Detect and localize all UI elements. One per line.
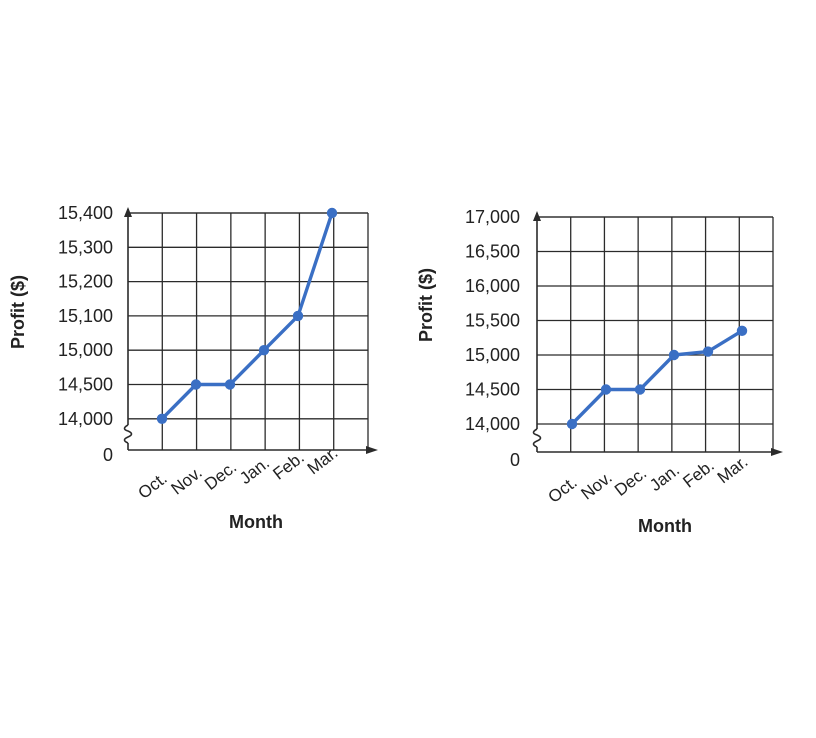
chart-left: 0 14,000 14,500 15,000 15,100 15,200 15,300 15,… bbox=[8, 203, 378, 532]
y-tick-label: 17,000 bbox=[465, 207, 520, 227]
y-tick-label: 0 bbox=[103, 445, 113, 465]
x-tick-label: Nov. bbox=[167, 463, 205, 499]
y-axis-title: Profit ($) bbox=[8, 275, 28, 349]
x-tick-label: Oct. bbox=[544, 473, 580, 507]
x-tick-label: Mar. bbox=[304, 443, 342, 478]
chart-right: 0 14,000 14,500 15,000 15,500 16,000 16,500 17,… bbox=[416, 207, 783, 536]
y-tick-label: 15,200 bbox=[58, 272, 113, 292]
x-tick-label: Dec. bbox=[611, 463, 650, 500]
y-tick-label: 15,400 bbox=[58, 203, 113, 223]
y-tick-label: 15,500 bbox=[465, 311, 520, 331]
series-line bbox=[160, 211, 334, 421]
x-tick-label: Jan. bbox=[236, 453, 273, 488]
y-tick-label: 14,000 bbox=[465, 414, 520, 434]
y-tick-label: 16,000 bbox=[465, 276, 520, 296]
y-tick-label: 15,000 bbox=[58, 340, 113, 360]
axis-break-mark bbox=[123, 424, 133, 444]
x-axis-title: Month bbox=[638, 516, 692, 536]
data-point bbox=[600, 384, 612, 395]
data-point bbox=[156, 413, 168, 424]
x-tick-label: Feb. bbox=[269, 448, 308, 484]
y-tick-label: 15,000 bbox=[465, 345, 520, 365]
y-tick-label: 14,500 bbox=[465, 380, 520, 400]
y-tick-label: 15,100 bbox=[58, 306, 113, 326]
y-axis-arrow bbox=[124, 207, 132, 217]
y-tick-label: 16,500 bbox=[465, 242, 520, 262]
x-axis-arrow bbox=[366, 446, 378, 454]
y-tick-label: 0 bbox=[510, 450, 520, 470]
axis-break-mark bbox=[532, 428, 542, 448]
data-point bbox=[258, 345, 270, 356]
data-point bbox=[566, 418, 578, 430]
y-tick-label: 14,500 bbox=[58, 375, 113, 395]
data-point bbox=[224, 379, 236, 390]
x-tick-label: Nov. bbox=[577, 468, 615, 504]
y-tick-label: 14,000 bbox=[58, 409, 113, 429]
x-tick-label: Jan. bbox=[646, 460, 683, 495]
x-tick-label: Feb. bbox=[679, 456, 718, 492]
data-point bbox=[326, 207, 338, 219]
x-axis-arrow bbox=[771, 448, 783, 456]
y-axis-arrow bbox=[533, 211, 541, 221]
series-line bbox=[570, 329, 744, 426]
data-point bbox=[736, 325, 748, 337]
y-tick-label: 15,300 bbox=[58, 237, 113, 257]
x-axis-title: Month bbox=[229, 512, 283, 532]
data-point bbox=[668, 349, 680, 361]
data-point bbox=[292, 310, 304, 322]
data-point bbox=[190, 379, 202, 390]
y-axis-title: Profit ($) bbox=[416, 268, 436, 342]
data-point bbox=[702, 346, 714, 357]
x-tick-label: Dec. bbox=[201, 457, 240, 494]
data-point bbox=[634, 384, 646, 395]
x-tick-label: Oct. bbox=[134, 469, 170, 503]
x-tick-label: Mar. bbox=[714, 452, 752, 487]
